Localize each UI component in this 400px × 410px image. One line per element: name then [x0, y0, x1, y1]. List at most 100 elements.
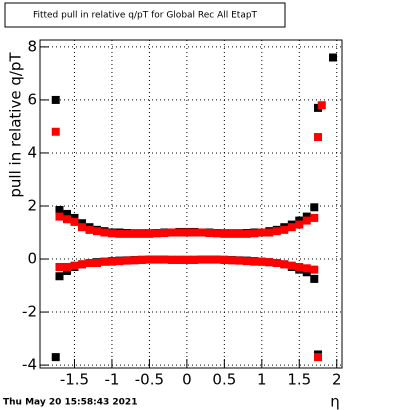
marker — [92, 258, 101, 267]
marker — [310, 213, 319, 222]
marker — [152, 255, 161, 264]
marker — [92, 227, 101, 236]
marker — [167, 255, 176, 264]
marker — [160, 229, 169, 238]
marker — [235, 256, 244, 265]
x-tick-label: 0.5 — [212, 371, 236, 389]
marker — [70, 217, 79, 226]
marker — [55, 262, 64, 271]
x-tick-label: 1 — [257, 371, 267, 389]
y-tick-label: 2 — [27, 196, 37, 214]
y-tick-label: 4 — [27, 143, 37, 161]
x-tick-label: 2 — [332, 371, 342, 389]
marker — [265, 258, 274, 267]
marker — [55, 272, 64, 281]
marker — [197, 228, 206, 237]
marker — [302, 264, 311, 273]
marker — [107, 229, 116, 238]
marker — [85, 258, 94, 267]
marker — [107, 257, 116, 266]
title-box — [4, 2, 286, 28]
marker — [122, 229, 131, 238]
marker — [190, 228, 199, 237]
marker — [220, 229, 229, 238]
marker — [152, 229, 161, 238]
marker — [227, 256, 236, 265]
marker — [51, 353, 60, 362]
marker — [100, 257, 109, 266]
x-tick-label: -1.5 — [60, 371, 89, 389]
marker — [137, 229, 146, 238]
marker — [250, 229, 259, 238]
marker — [175, 228, 184, 237]
marker — [77, 260, 86, 269]
marker — [280, 260, 289, 269]
chart-title: Fitted pull in relative q/pT for Global … — [33, 11, 258, 21]
x-axis-label: η — [330, 393, 340, 410]
marker — [160, 255, 169, 264]
marker — [167, 228, 176, 237]
marker — [235, 229, 244, 238]
plot-frame — [39, 39, 343, 369]
marker — [314, 353, 323, 362]
marker — [145, 229, 154, 238]
y-tick-label: -2 — [22, 303, 37, 321]
marker — [62, 209, 71, 218]
marker — [242, 229, 251, 238]
marker — [122, 256, 131, 265]
marker — [280, 225, 289, 234]
marker — [220, 255, 229, 264]
x-tick-label: 0 — [182, 371, 192, 389]
marker — [329, 53, 338, 62]
marker — [287, 223, 296, 232]
y-tick-label: 6 — [27, 90, 37, 108]
marker — [257, 257, 266, 266]
marker — [55, 205, 64, 214]
marker — [182, 255, 191, 264]
marker — [115, 229, 124, 238]
marker — [250, 257, 259, 266]
marker — [310, 274, 319, 283]
marker — [310, 203, 319, 212]
marker — [85, 225, 94, 234]
marker — [212, 255, 221, 264]
marker — [77, 223, 86, 232]
marker — [302, 216, 311, 225]
marker — [51, 95, 60, 104]
x-tick-label: -0.5 — [135, 371, 164, 389]
x-tick-label: 1.5 — [287, 371, 311, 389]
marker — [55, 212, 64, 221]
marker — [115, 257, 124, 266]
marker — [70, 261, 79, 270]
marker — [287, 261, 296, 270]
marker — [265, 228, 274, 237]
footer-date: Thu May 20 15:58:43 2021 — [3, 398, 137, 408]
marker — [175, 255, 184, 264]
y-tick-label: 0 — [27, 250, 37, 268]
marker — [257, 228, 266, 237]
marker — [317, 101, 326, 110]
marker — [295, 220, 304, 229]
marker — [242, 257, 251, 266]
marker — [212, 229, 221, 238]
marker — [130, 256, 139, 265]
marker — [145, 255, 154, 264]
x-tick-label: -1 — [104, 371, 119, 389]
marker — [310, 265, 319, 274]
marker — [227, 229, 236, 238]
marker — [137, 255, 146, 264]
marker — [62, 215, 71, 224]
marker — [51, 127, 60, 136]
y-tick-label: -4 — [22, 356, 37, 374]
marker — [62, 262, 71, 271]
marker — [205, 255, 214, 264]
y-axis-label: pull in relative q/pT — [7, 52, 25, 198]
marker — [100, 228, 109, 237]
marker — [130, 229, 139, 238]
marker — [272, 258, 281, 267]
marker — [272, 227, 281, 236]
marker — [197, 255, 206, 264]
marker — [205, 229, 214, 238]
marker — [295, 262, 304, 271]
